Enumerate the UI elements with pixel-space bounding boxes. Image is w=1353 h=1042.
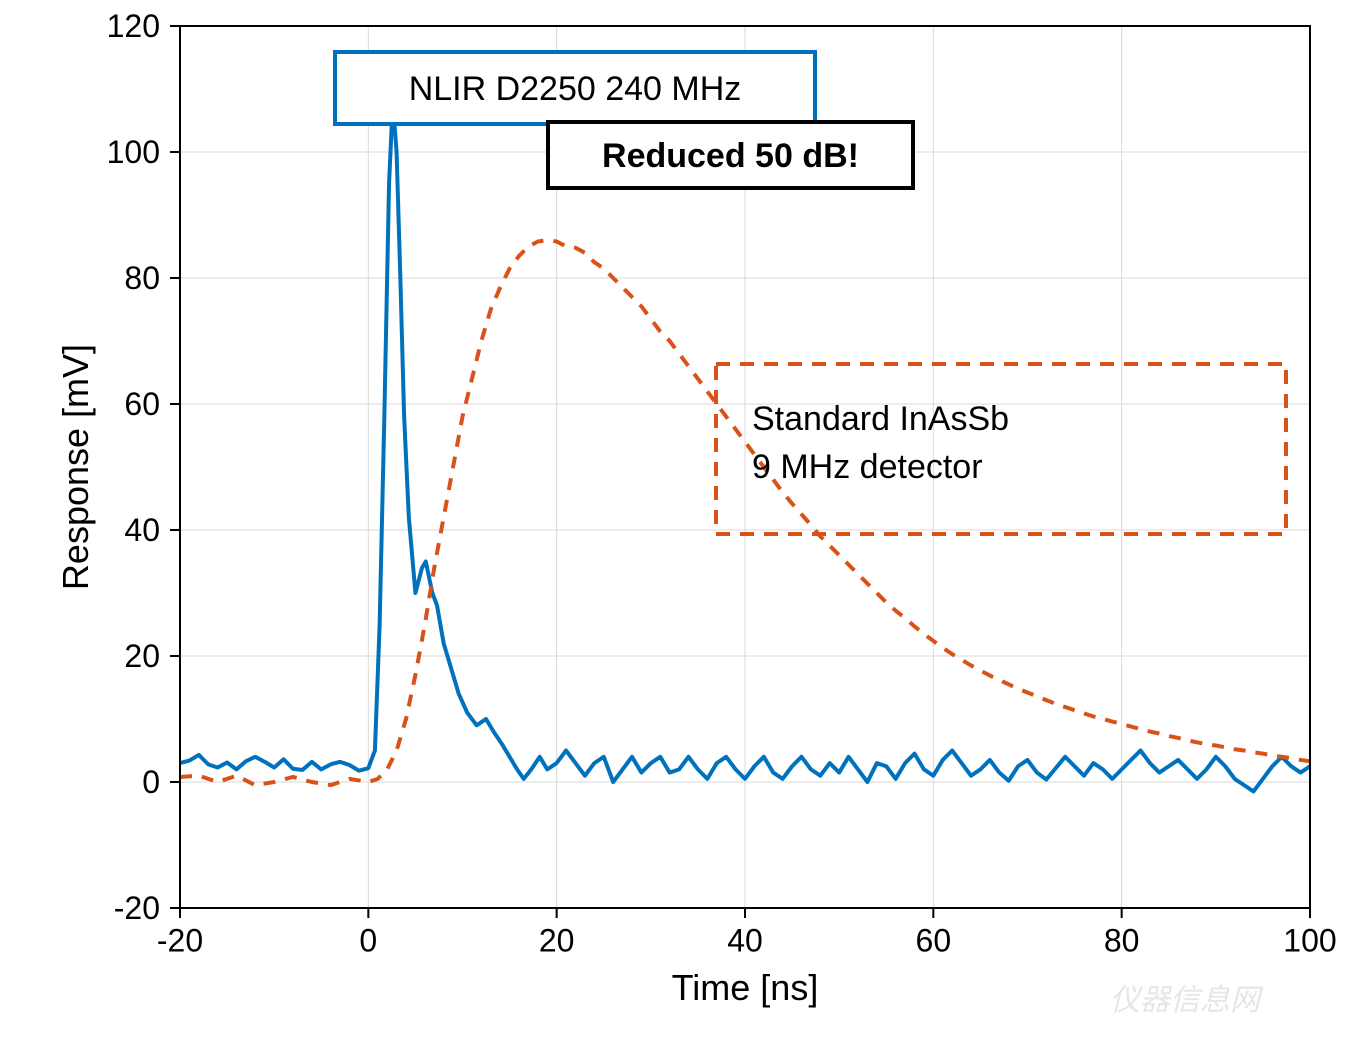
xtick-label: 100 xyxy=(1283,923,1336,959)
response-chart: 仪器信息网 -20 0 20 40 60 80 100 -20 0 20 40 60 80 100 120 Ti… xyxy=(0,0,1353,1042)
xtick-label: 80 xyxy=(1104,923,1140,959)
xtick-label: 40 xyxy=(727,923,763,959)
callout-text: Standard InAsSb xyxy=(752,400,1009,438)
callout-reduced_box: Reduced 50 dB! xyxy=(548,122,913,188)
xtick-label: -20 xyxy=(157,923,203,959)
callout-text: 9 MHz detector xyxy=(752,448,983,486)
callout-text: NLIR D2250 240 MHz xyxy=(409,70,742,108)
xlabel: Time [ns] xyxy=(672,967,819,1008)
xtick-label: 0 xyxy=(359,923,377,959)
callout-nlir_box: NLIR D2250 240 MHz xyxy=(335,52,815,124)
ytick-label: 40 xyxy=(124,512,160,548)
ytick-label: 60 xyxy=(124,386,160,422)
ytick-label: 120 xyxy=(107,8,160,44)
ytick-label: 100 xyxy=(107,134,160,170)
ytick-label: 80 xyxy=(124,260,160,296)
xtick-label: 60 xyxy=(916,923,952,959)
ytick-label: 20 xyxy=(124,638,160,674)
watermark: 仪器信息网 xyxy=(1110,984,1264,1017)
ytick-label: 0 xyxy=(142,764,160,800)
callout-text: Reduced 50 dB! xyxy=(602,137,859,175)
ytick-label: -20 xyxy=(114,890,160,926)
ylabel: Response [mV] xyxy=(55,344,96,590)
xtick-label: 20 xyxy=(539,923,575,959)
